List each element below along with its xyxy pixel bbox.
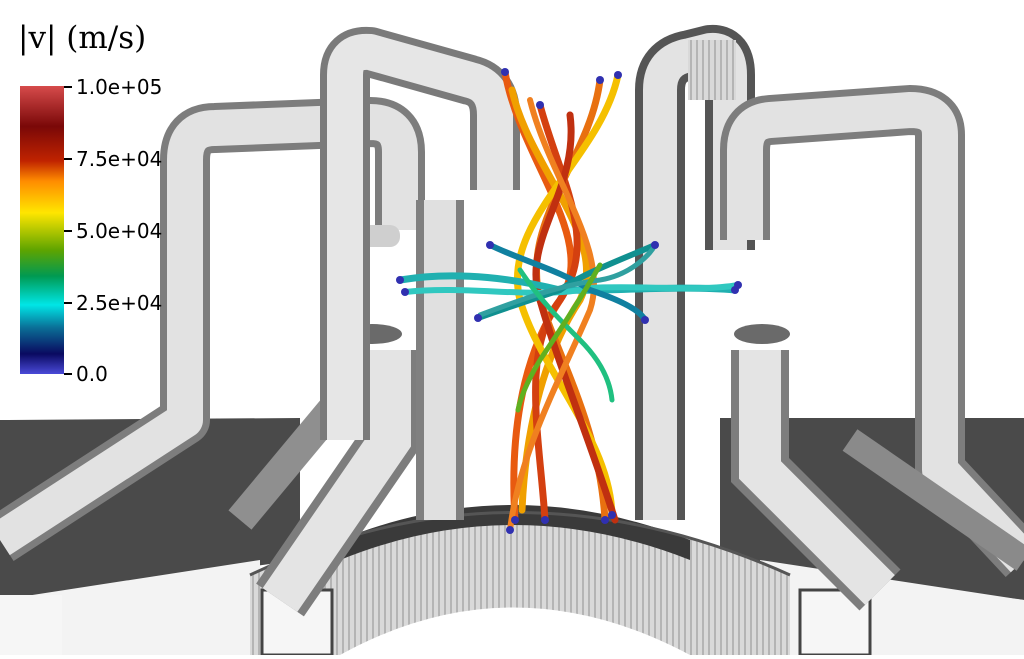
colorbar [20, 86, 64, 374]
streamline-endcaps [396, 68, 742, 534]
streamlines [396, 68, 742, 534]
legend-tick-label: 7.5e+04 [76, 147, 163, 171]
legend-tick-mark [64, 373, 72, 375]
color-legend: |v| (m/s) 1.0e+05 7.5e+04 5.0e+04 2.5e+0… [0, 0, 240, 400]
legend-tick-label: 0.0 [76, 362, 108, 386]
legend-tick-label: 5.0e+04 [76, 219, 163, 243]
legend-tick-mark [64, 86, 72, 88]
pipe-inner-right [731, 324, 901, 611]
legend-tick-mark [64, 158, 72, 160]
legend-title: |v| (m/s) [18, 20, 147, 56]
pipe-outer-right [720, 85, 1024, 578]
legend-tick-label: 1.0e+05 [76, 75, 163, 99]
legend-tick-mark [64, 230, 72, 232]
legend-tick-label: 2.5e+04 [76, 291, 163, 315]
pipe-back-left [320, 26, 520, 520]
legend-tick-mark [64, 302, 72, 304]
pipe-back-right [635, 24, 755, 520]
